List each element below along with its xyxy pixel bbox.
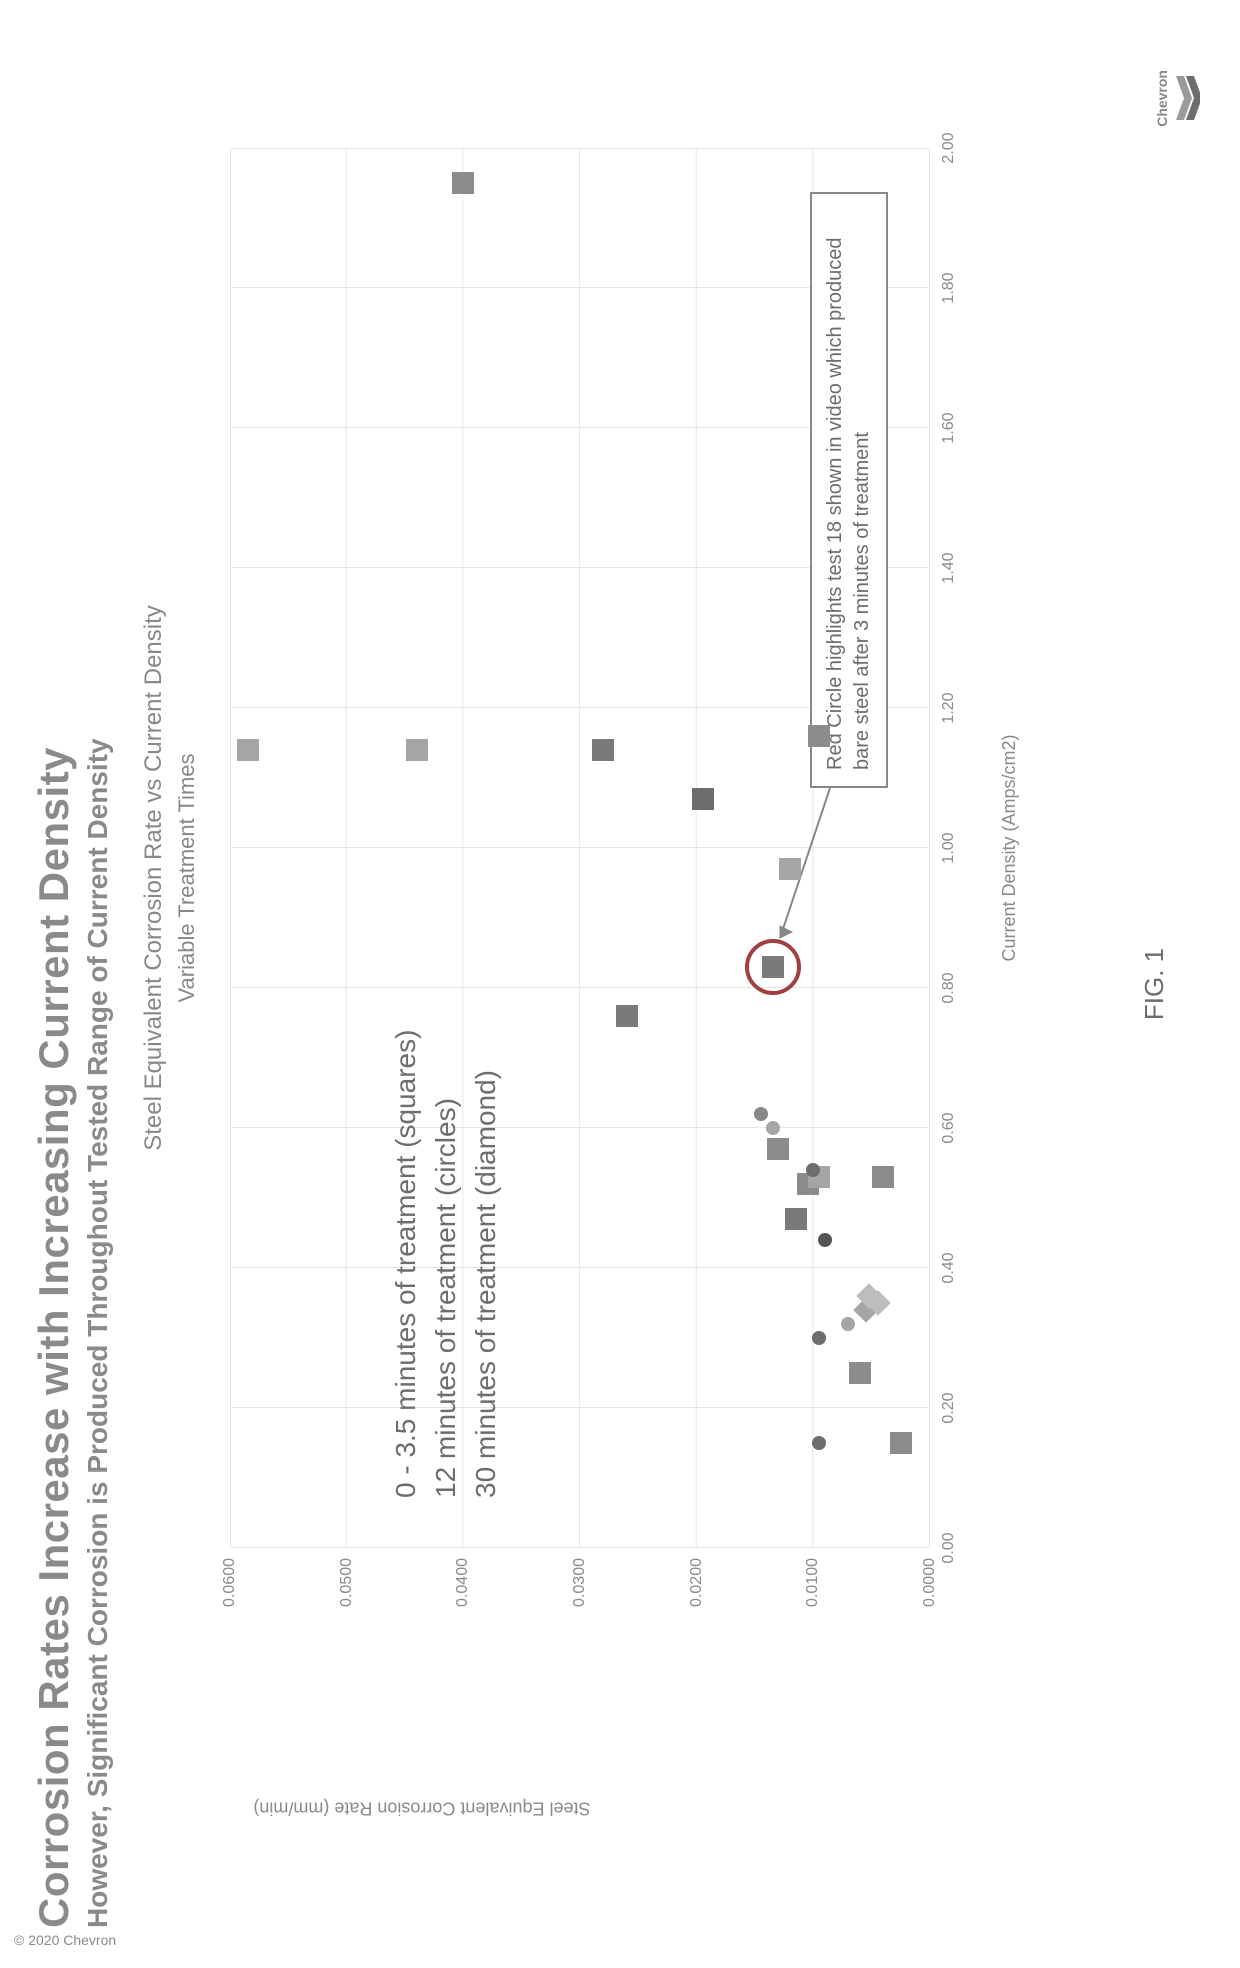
data-point (754, 1107, 768, 1121)
x-tick: 1.60 (940, 398, 958, 458)
callout-text: Red Circle highlights test 18 shown in v… (824, 237, 873, 770)
data-point (818, 1233, 832, 1247)
data-point (849, 1362, 871, 1384)
data-point (872, 1166, 894, 1188)
y-tick: 0.0000 (921, 1558, 939, 1648)
chart-container: Steel Equivalent Corrosion Rate vs Curre… (130, 88, 1080, 1668)
data-point (766, 1121, 780, 1135)
data-point (812, 1331, 826, 1345)
page: Corrosion Rates Increase with Increasing… (0, 0, 1240, 1968)
data-point (808, 725, 830, 747)
data-point (406, 739, 428, 761)
legend-item-1: 12 minutes of treatment (circles) (430, 1098, 462, 1498)
legend-item-2: 30 minutes of treatment (diamond) (470, 1070, 502, 1498)
data-point (762, 956, 784, 978)
chevron-icon (1172, 76, 1200, 120)
x-axis-label: Current Density (Amps/cm2) (999, 734, 1020, 961)
y-tick: 0.0300 (571, 1558, 589, 1648)
x-tick: 1.00 (940, 818, 958, 878)
plot-area: Steel Equivalent Corrosion Rate (mm/min)… (230, 148, 930, 1548)
data-point (452, 172, 474, 194)
brand-name: Chevron (1154, 70, 1170, 127)
x-tick: 1.40 (940, 538, 958, 598)
x-tick: 0.60 (940, 1098, 958, 1158)
y-tick: 0.0600 (221, 1558, 239, 1648)
data-point (785, 1208, 807, 1230)
data-point (692, 788, 714, 810)
data-point (779, 858, 801, 880)
y-tick: 0.0100 (804, 1558, 822, 1648)
brand-logo: Chevron (1154, 70, 1200, 127)
data-point (806, 1163, 820, 1177)
data-point (890, 1432, 912, 1454)
y-tick: 0.0200 (688, 1558, 706, 1648)
data-point (237, 739, 259, 761)
x-tick: 2.00 (940, 118, 958, 178)
x-tick: 0.80 (940, 958, 958, 1018)
data-point (767, 1138, 789, 1160)
y-tick: 0.0400 (454, 1558, 472, 1648)
data-point (841, 1317, 855, 1331)
chart-subtitle: Variable Treatment Times (174, 88, 200, 1668)
legend-item-0: 0 - 3.5 minutes of treatment (squares) (390, 1030, 422, 1498)
data-point (616, 1005, 638, 1027)
x-tick: 0.00 (940, 1518, 958, 1578)
x-tick: 1.20 (940, 678, 958, 738)
y-axis-label: Steel Equivalent Corrosion Rate (mm/min) (253, 1798, 590, 1819)
copyright: © 2020 Chevron (14, 1932, 116, 1948)
x-tick: 0.20 (940, 1378, 958, 1438)
x-tick: 0.40 (940, 1238, 958, 1298)
chart-title: Steel Equivalent Corrosion Rate vs Curre… (140, 88, 168, 1668)
y-tick: 0.0500 (338, 1558, 356, 1648)
figure-label: FIG. 1 (1139, 948, 1170, 1020)
x-tick: 1.80 (940, 258, 958, 318)
callout-box: Red Circle highlights test 18 shown in v… (810, 192, 888, 788)
data-point (592, 739, 614, 761)
data-point (812, 1436, 826, 1450)
page-subtitle: However, Significant Corrosion is Produc… (82, 0, 114, 1928)
page-title: Corrosion Rates Increase with Increasing… (30, 0, 78, 1928)
